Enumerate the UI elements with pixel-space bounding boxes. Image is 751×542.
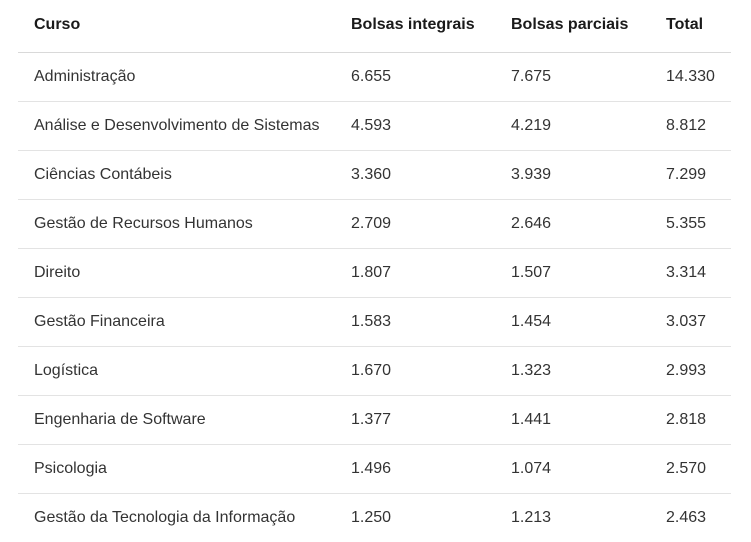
cell-bolsas-integrais: 6.655 [335, 53, 495, 102]
cell-bolsas-integrais: 1.496 [335, 445, 495, 494]
cell-bolsas-parciais: 1.074 [495, 445, 650, 494]
table-row: Gestão Financeira 1.583 1.454 3.037 [18, 298, 731, 347]
table-row: Logística 1.670 1.323 2.993 [18, 347, 731, 396]
cell-curso: Psicologia [18, 445, 335, 494]
cell-curso: Logística [18, 347, 335, 396]
cell-curso: Ciências Contábeis [18, 151, 335, 200]
header-total: Total [650, 0, 731, 53]
cell-bolsas-parciais: 1.507 [495, 249, 650, 298]
cell-total: 3.314 [650, 249, 731, 298]
cell-curso: Análise e Desenvolvimento de Sistemas [18, 102, 335, 151]
table-row: Psicologia 1.496 1.074 2.570 [18, 445, 731, 494]
cell-curso: Administração [18, 53, 335, 102]
cell-total: 14.330 [650, 53, 731, 102]
table-body: Administração 6.655 7.675 14.330 Análise… [18, 53, 731, 542]
cell-bolsas-parciais: 2.646 [495, 200, 650, 249]
cell-total: 5.355 [650, 200, 731, 249]
cell-bolsas-integrais: 1.583 [335, 298, 495, 347]
cell-curso: Gestão de Recursos Humanos [18, 200, 335, 249]
cell-curso: Gestão da Tecnologia da Informação [18, 494, 335, 542]
cell-bolsas-parciais: 1.323 [495, 347, 650, 396]
cell-total: 2.993 [650, 347, 731, 396]
cell-total: 7.299 [650, 151, 731, 200]
table-row: Gestão de Recursos Humanos 2.709 2.646 5… [18, 200, 731, 249]
cell-bolsas-integrais: 2.709 [335, 200, 495, 249]
cell-bolsas-integrais: 1.807 [335, 249, 495, 298]
cell-total: 2.818 [650, 396, 731, 445]
cell-bolsas-parciais: 1.454 [495, 298, 650, 347]
header-bolsas-integrais: Bolsas integrais [335, 0, 495, 53]
header-bolsas-parciais: Bolsas parciais [495, 0, 650, 53]
table-row: Administração 6.655 7.675 14.330 [18, 53, 731, 102]
table-row: Análise e Desenvolvimento de Sistemas 4.… [18, 102, 731, 151]
table-row: Direito 1.807 1.507 3.314 [18, 249, 731, 298]
cell-curso: Gestão Financeira [18, 298, 335, 347]
cell-bolsas-integrais: 1.377 [335, 396, 495, 445]
table-row: Engenharia de Software 1.377 1.441 2.818 [18, 396, 731, 445]
cell-bolsas-parciais: 1.213 [495, 494, 650, 542]
cell-bolsas-integrais: 1.250 [335, 494, 495, 542]
cell-curso: Engenharia de Software [18, 396, 335, 445]
scholarship-table-container: Curso Bolsas integrais Bolsas parciais T… [18, 0, 731, 542]
cell-bolsas-parciais: 4.219 [495, 102, 650, 151]
cell-bolsas-integrais: 1.670 [335, 347, 495, 396]
header-curso: Curso [18, 0, 335, 53]
cell-bolsas-parciais: 1.441 [495, 396, 650, 445]
header-row: Curso Bolsas integrais Bolsas parciais T… [18, 0, 731, 53]
table-row: Gestão da Tecnologia da Informação 1.250… [18, 494, 731, 542]
cell-bolsas-integrais: 4.593 [335, 102, 495, 151]
cell-total: 2.570 [650, 445, 731, 494]
cell-bolsas-integrais: 3.360 [335, 151, 495, 200]
table-row: Ciências Contábeis 3.360 3.939 7.299 [18, 151, 731, 200]
cell-total: 2.463 [650, 494, 731, 542]
cell-total: 3.037 [650, 298, 731, 347]
cell-bolsas-parciais: 7.675 [495, 53, 650, 102]
table-header: Curso Bolsas integrais Bolsas parciais T… [18, 0, 731, 53]
cell-bolsas-parciais: 3.939 [495, 151, 650, 200]
cell-total: 8.812 [650, 102, 731, 151]
cell-curso: Direito [18, 249, 335, 298]
scholarship-table: Curso Bolsas integrais Bolsas parciais T… [18, 0, 731, 542]
